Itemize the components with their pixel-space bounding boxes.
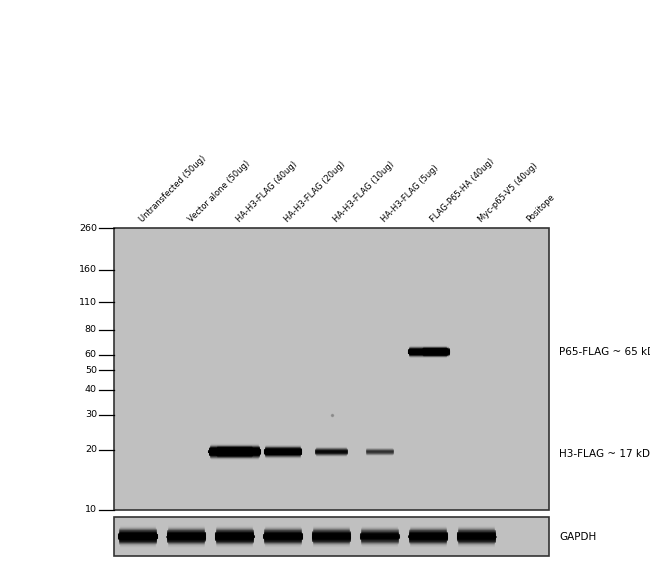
Text: 10: 10 bbox=[85, 505, 97, 514]
Text: H3-FLAG ~ 17 kDa: H3-FLAG ~ 17 kDa bbox=[559, 449, 650, 459]
Text: HA-H3-FLAG (40ug): HA-H3-FLAG (40ug) bbox=[235, 159, 299, 224]
Text: P65-FLAG ~ 65 kDa: P65-FLAG ~ 65 kDa bbox=[559, 347, 650, 357]
Bar bbox=[114, 228, 549, 510]
Text: 50: 50 bbox=[85, 366, 97, 375]
Text: 160: 160 bbox=[79, 266, 97, 275]
Text: Myc-p65-V5 (40ug): Myc-p65-V5 (40ug) bbox=[476, 161, 540, 224]
Text: HA-H3-FLAG (10ug): HA-H3-FLAG (10ug) bbox=[332, 159, 396, 224]
Text: 60: 60 bbox=[85, 350, 97, 359]
Text: 260: 260 bbox=[79, 224, 97, 233]
Text: Untransfected (50ug): Untransfected (50ug) bbox=[138, 153, 208, 224]
Text: 30: 30 bbox=[84, 410, 97, 419]
Text: HA-H3-FLAG (20ug): HA-H3-FLAG (20ug) bbox=[283, 159, 348, 224]
Bar bbox=[114, 517, 549, 556]
Text: HA-H3-FLAG (5ug): HA-H3-FLAG (5ug) bbox=[380, 163, 441, 224]
Text: 110: 110 bbox=[79, 298, 97, 307]
Text: 80: 80 bbox=[85, 325, 97, 334]
Text: GAPDH: GAPDH bbox=[559, 531, 596, 542]
Text: Positope: Positope bbox=[525, 192, 556, 224]
Text: 20: 20 bbox=[85, 445, 97, 454]
Text: 40: 40 bbox=[85, 385, 97, 394]
Text: Vector alone (50ug): Vector alone (50ug) bbox=[187, 158, 252, 224]
Text: FLAG-P65-HA (40ug): FLAG-P65-HA (40ug) bbox=[428, 157, 495, 224]
